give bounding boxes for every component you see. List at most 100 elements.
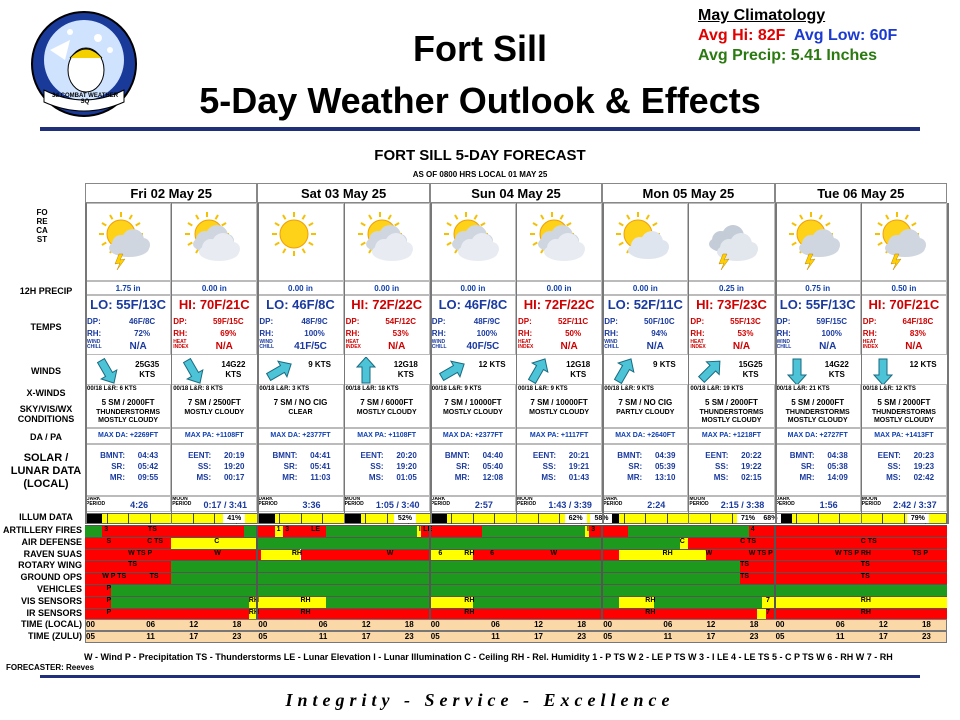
illum-cell — [85, 496, 172, 512]
winds-cell — [602, 384, 689, 428]
day-header-2: Sun 04 May 25 — [429, 183, 603, 203]
solar-label: BMNT: — [789, 451, 815, 460]
wind-chill-value: 41F/5C — [294, 341, 327, 352]
effect-code: W TS P RH — [834, 549, 871, 557]
wind-value: 14G22 KTS — [221, 360, 246, 379]
effect-segment — [619, 595, 654, 608]
illum-value: 1:05 / 3:40 — [375, 500, 420, 510]
solar-label: MS: — [368, 473, 384, 482]
effect-label: RAVEN SUAS — [23, 548, 82, 559]
illum-cell — [688, 496, 775, 512]
solar-label: EENT: — [877, 451, 901, 460]
effect-code: W — [386, 549, 394, 557]
illum-period-label: MOON PERIOD — [517, 496, 537, 507]
da-pa-value: MAX DA: +2269FT — [98, 432, 159, 439]
sky-conditions: THUNDERSTORMS MOSTLY CLOUDY — [785, 409, 850, 424]
effect-code: 7 — [765, 596, 770, 604]
xwind-value: 00/18 L&R: 9 KTS — [518, 386, 568, 392]
effect-code: RH — [248, 596, 259, 604]
illum-value: 2:42 / 3:37 — [893, 500, 937, 510]
effect-segment — [326, 595, 430, 608]
wind-chill-label: HEAT INDEX — [345, 339, 361, 350]
illum-percent: 58% — [590, 514, 613, 523]
wind-chill-label: WIND CHILL — [604, 339, 619, 350]
winds-cell — [774, 384, 861, 428]
side-label-forecast: FORECAST — [36, 208, 48, 244]
time-tick: 11 — [146, 632, 155, 642]
day-separator — [256, 525, 259, 620]
xwind-value: 00/18 L&R: 18 KTS — [345, 386, 399, 392]
time-tick: 17 — [361, 632, 371, 642]
time-tick: 06 — [835, 620, 845, 630]
precip-value: 0.00 in — [632, 284, 658, 293]
period-separator — [947, 203, 949, 524]
time-tick: 00 — [775, 620, 785, 630]
time-tick: 00 — [430, 620, 440, 630]
cloudy-icon — [357, 212, 413, 261]
temp-value: HI: 70F/21C — [178, 297, 250, 312]
wind-value: 12G18 KTS — [393, 360, 418, 379]
temp-value: HI: 70F/21C — [868, 297, 940, 312]
row-label-sky: SKY/VIS/WX CONDITIONS — [17, 404, 75, 424]
temps-cell — [429, 295, 516, 355]
solar-label: SS: — [542, 462, 556, 471]
effect-segment — [765, 607, 947, 620]
illum-cell — [257, 496, 344, 512]
effect-label: ROTARY WING — [18, 560, 82, 571]
effect-segment — [757, 607, 766, 620]
effect-code: W P TS — [102, 573, 127, 581]
solar-label: BMNT: — [444, 451, 470, 460]
time-tick: 05 — [430, 632, 440, 642]
time-tick: 12 — [878, 620, 888, 630]
effect-label: AIR DEFENSE — [21, 536, 82, 547]
effect-code: W TS P — [748, 549, 773, 557]
rh-label: RH: — [345, 329, 360, 338]
effect-code: 7 — [765, 608, 770, 616]
illum-period-label: DARK PERIOD — [603, 496, 623, 507]
sky-vis: 7 SM / 6000FT — [360, 398, 414, 407]
solar-value: 04:41 — [310, 451, 331, 460]
solar-value: 13:10 — [654, 473, 676, 482]
solar-value: 19:23 — [913, 462, 935, 471]
effect-label: GROUND OPS — [20, 572, 82, 583]
row-label-winds: WINDS — [31, 366, 61, 376]
time-tick: 00 — [258, 620, 268, 630]
effect-code: TS — [740, 573, 750, 581]
solar-label: SR: — [111, 462, 125, 471]
dewpoint-label: DP: — [862, 317, 877, 326]
time-tick: 06 — [318, 620, 328, 630]
effect-segment-code: LE — [311, 526, 321, 533]
effect-segment — [584, 525, 590, 537]
precip-value: 0.50 in — [891, 284, 917, 293]
climatology-box: May Climatology Avg Hi: 82F Avg Low: 60F… — [698, 6, 897, 66]
solar-value: 11:03 — [310, 473, 331, 482]
temp-value: LO: 55F/13C — [90, 297, 167, 312]
page-title: Fort Sill — [413, 28, 547, 69]
illum-value: 1:56 — [819, 500, 838, 510]
rh-label: RH: — [776, 329, 791, 338]
effect-code: RH — [291, 549, 302, 557]
xwind-value: 00/18 L&R: 12 KTS — [862, 386, 916, 392]
winds-cell — [860, 384, 947, 428]
dewpoint-value: 64F/18C — [902, 317, 934, 326]
illum-period-label: DARK PERIOD — [430, 496, 450, 507]
temps-cell — [85, 295, 172, 355]
period-separator — [860, 203, 862, 524]
illum-cell — [860, 496, 947, 512]
illum-period-label: MOON PERIOD — [861, 496, 881, 507]
illum-tick — [731, 513, 733, 524]
effect-segment — [421, 525, 482, 537]
dapa-cell — [343, 428, 430, 444]
period-separator — [429, 203, 432, 524]
climatology-title: May Climatology — [698, 7, 826, 24]
winds-cell — [343, 384, 430, 428]
period-separator — [774, 203, 777, 524]
wind-arrow-icon — [183, 357, 204, 384]
effect-segment — [761, 595, 947, 608]
xwind-value: 00/18 L&R: 6 KTS — [87, 386, 137, 392]
wind-arrow-icon — [266, 360, 293, 382]
illum-percent: 71% — [737, 514, 760, 523]
temps-cell — [688, 295, 775, 355]
effect-segment — [740, 560, 947, 573]
period-separator — [171, 203, 173, 524]
